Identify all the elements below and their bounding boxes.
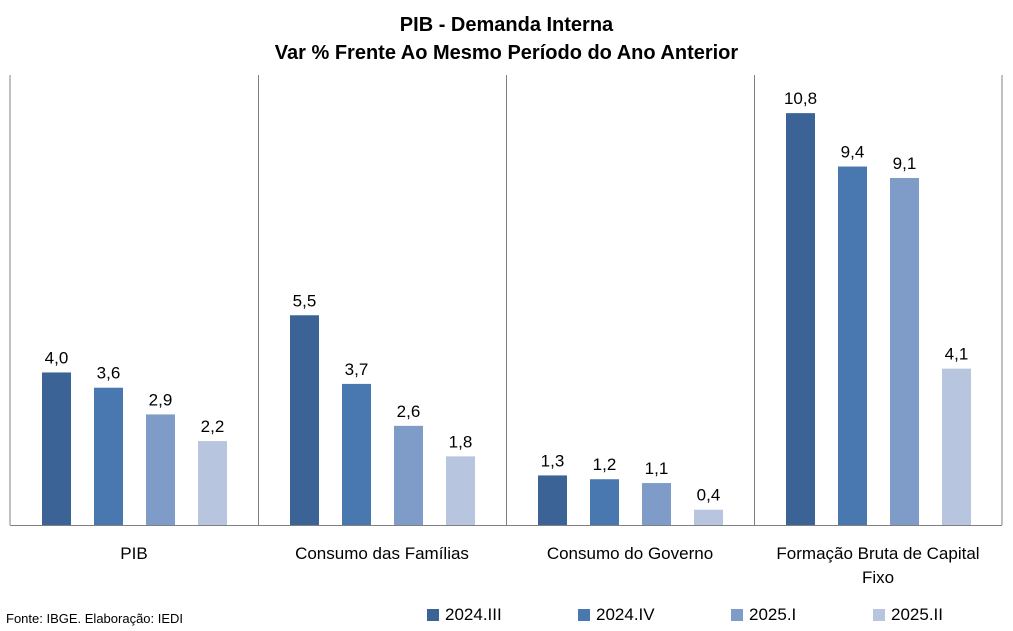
legend-swatch: [578, 609, 590, 621]
legend-label: 2025.I: [749, 605, 797, 624]
bar: [694, 509, 723, 525]
category-label: Fixo: [862, 568, 894, 587]
legend-label: 2024.III: [445, 605, 502, 624]
data-label: 1,8: [449, 432, 473, 451]
bar: [394, 425, 423, 525]
data-label: 9,4: [841, 143, 865, 162]
bar: [146, 414, 175, 525]
bar: [942, 368, 971, 525]
legend-swatch: [427, 609, 439, 621]
bar: [42, 372, 71, 525]
bar: [590, 479, 619, 525]
bar: [538, 475, 567, 525]
category-label: PIB: [120, 544, 147, 563]
bar: [838, 166, 867, 525]
data-label: 1,2: [593, 455, 617, 474]
data-label: 1,1: [645, 459, 669, 478]
data-label: 2,2: [201, 417, 225, 436]
legend-swatch: [731, 609, 743, 621]
data-label: 2,6: [397, 402, 421, 421]
data-label: 1,3: [541, 451, 565, 470]
chart-subtitle: Var % Frente Ao Mesmo Período do Ano Ant…: [274, 42, 739, 64]
legend-item-2025-ii: 2025.II: [873, 605, 943, 625]
bar: [642, 483, 671, 525]
category-label: Consumo das Famílias: [295, 544, 469, 563]
data-label: 4,1: [945, 345, 969, 364]
bar-chart: 4,0 3,6 2,9 2,2 PIB 5,5 3,7 2,6 1,8 Consumo das F…: [9, 75, 1003, 587]
category-label: Formação Bruta de Capital: [776, 544, 979, 563]
bar: [290, 315, 319, 525]
bar: [342, 383, 371, 525]
source-note: Fonte: IBGE. Elaboração: IEDI: [6, 611, 184, 626]
legend-item-2024-iv: 2024.IV: [578, 605, 655, 625]
data-label: 10,8: [784, 89, 817, 108]
data-label: 3,6: [97, 364, 121, 383]
bar: [198, 441, 227, 525]
bar: [446, 456, 475, 525]
data-label: 5,5: [293, 291, 317, 310]
category-label: Consumo do Governo: [547, 544, 713, 563]
chart-legend: 2024.III 2024.IV 2025.I 2025.II: [0, 605, 1013, 627]
data-label: 0,4: [697, 486, 721, 505]
bar: [94, 387, 123, 525]
data-label: 3,7: [345, 360, 369, 379]
bar: [786, 113, 815, 525]
data-label: 9,1: [893, 154, 917, 173]
data-label: 4,0: [45, 348, 69, 367]
bar: [890, 177, 919, 525]
legend-item-2025-i: 2025.I: [731, 605, 796, 625]
legend-swatch: [873, 609, 885, 621]
legend-label: 2024.IV: [596, 605, 655, 624]
chart-title: PIB - Demanda Interna: [399, 14, 614, 36]
data-label: 2,9: [149, 390, 173, 409]
legend-label: 2025.II: [891, 605, 943, 624]
legend-item-2024-iii: 2024.III: [427, 605, 502, 625]
